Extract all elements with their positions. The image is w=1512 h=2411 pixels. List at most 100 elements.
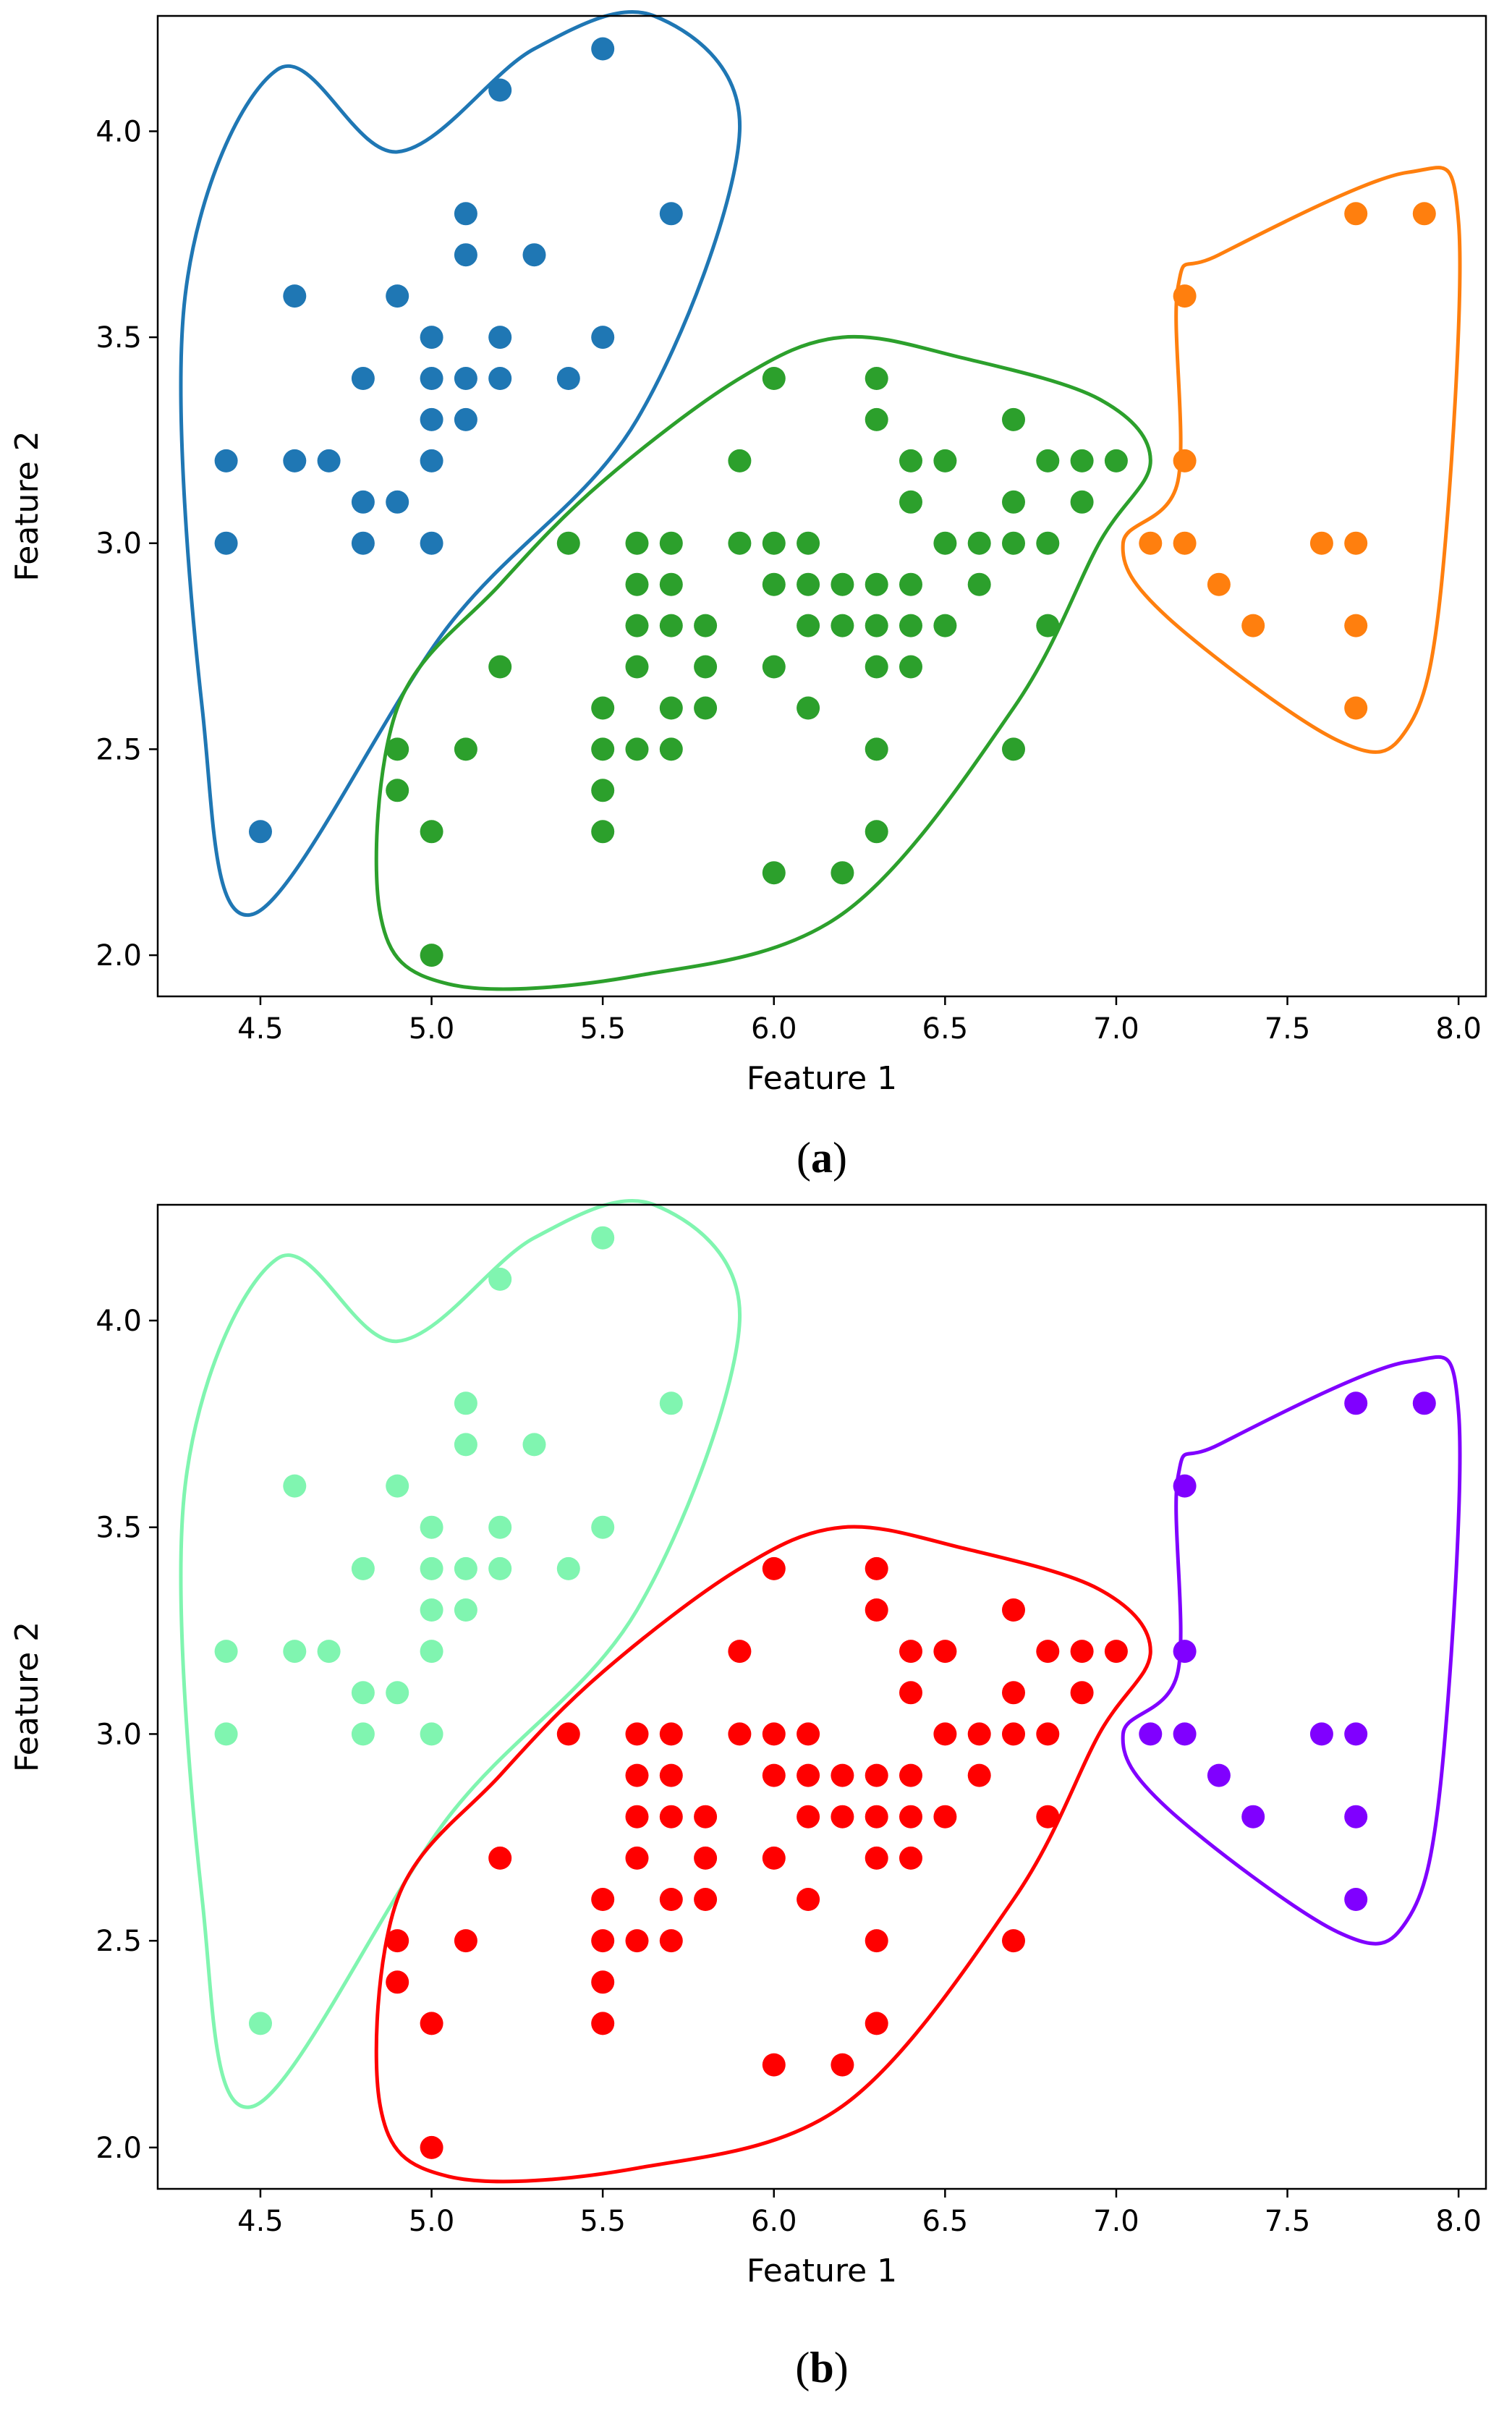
panel-a-cluster-3-point bbox=[1207, 572, 1231, 596]
panel-b-x-axis-title: Feature 1 bbox=[747, 2253, 897, 2289]
panel-a-cluster-1-point bbox=[214, 449, 238, 473]
panel-a-cluster-2-point bbox=[1036, 449, 1060, 473]
panel-b-cluster-2-point bbox=[933, 1722, 957, 1746]
panel-a-caption-close: ) bbox=[833, 1134, 847, 1182]
panel-b-cluster-2-point bbox=[1036, 1805, 1060, 1829]
panel-b-cluster-2-point bbox=[659, 1805, 683, 1829]
panel-b-cluster-2-point bbox=[762, 2053, 786, 2077]
panel-a-y-tick-label: 2.5 bbox=[95, 733, 142, 766]
panel-b-cluster-1-point bbox=[386, 1681, 409, 1705]
panel-b-cluster-1-point bbox=[420, 1722, 443, 1746]
panel-a-cluster-3-point bbox=[1173, 531, 1197, 555]
panel-b-cluster-2-point bbox=[865, 2012, 888, 2035]
panel-a-cluster-2-point bbox=[694, 655, 718, 679]
panel-a-cluster-2 bbox=[374, 334, 1152, 991]
panel-b-cluster-2-point bbox=[865, 1805, 888, 1829]
panel-b-cluster-3-point bbox=[1344, 1888, 1368, 1911]
panel-b-cluster-1-point bbox=[591, 1226, 615, 1250]
panel-a-cluster-2-point bbox=[865, 614, 888, 637]
panel-b-cluster-2-point bbox=[625, 1722, 649, 1746]
panel-b-cluster-2-point bbox=[831, 2053, 854, 2077]
panel-a-y-tick-label: 3.5 bbox=[95, 321, 142, 355]
panel-a-cluster-2-point bbox=[762, 655, 786, 679]
panel-a-cluster-2-point bbox=[1002, 737, 1025, 761]
panel-b-cluster-2-point bbox=[1002, 1681, 1025, 1705]
panel-a-cluster-2-point bbox=[899, 614, 922, 637]
panel-b-cluster-3-point bbox=[1241, 1805, 1265, 1829]
panel-a-cluster-2-point bbox=[625, 531, 649, 555]
panel-a-cluster-2-point bbox=[933, 449, 957, 473]
panel-a-cluster-2-point bbox=[659, 614, 683, 637]
panel-b-cluster-2-point bbox=[1036, 1640, 1060, 1664]
panel-a-cluster-1-point bbox=[420, 326, 443, 349]
panel-a-cluster-1-point bbox=[488, 367, 512, 390]
panel-b-cluster-2-point bbox=[625, 1929, 649, 1953]
panel-b-cluster-2-point bbox=[899, 1805, 922, 1829]
panel-a-cluster-3-point bbox=[1344, 696, 1368, 720]
panel-a-cluster-2-point bbox=[899, 449, 922, 473]
panel-a-cluster-1-point bbox=[454, 243, 477, 267]
panel-b-cluster-3-point bbox=[1344, 1391, 1368, 1415]
panel-a-x-tick-label: 7.0 bbox=[1093, 1012, 1139, 1046]
panel-a-cluster-2-point bbox=[865, 367, 888, 390]
panel-a-cluster-1-point bbox=[488, 326, 512, 349]
panel-a-cluster-1-point bbox=[454, 202, 477, 226]
panel-b-cluster-1-point bbox=[214, 1722, 238, 1746]
panel-b-cluster-1-point bbox=[488, 1556, 512, 1580]
panel-a-cluster-1-point bbox=[591, 326, 615, 349]
panel-a-cluster-1-point bbox=[488, 78, 512, 102]
panel-b-caption-open: ( bbox=[795, 2344, 810, 2391]
panel-b-cluster-2-point bbox=[728, 1640, 752, 1664]
panel-b-y-tick-label: 2.0 bbox=[95, 2132, 142, 2165]
panel-a-cluster-2-point bbox=[625, 737, 649, 761]
panel-b-cluster-3-point bbox=[1344, 1805, 1368, 1829]
panel-b-cluster-2-point bbox=[488, 1846, 512, 1870]
panel-b-cluster-2-point bbox=[865, 1598, 888, 1622]
panel-a-cluster-1-outline bbox=[179, 9, 742, 918]
panel-b-cluster-2-point bbox=[797, 1805, 820, 1829]
panel-b-cluster-2-point bbox=[694, 1846, 718, 1870]
panel-a-cluster-2-point bbox=[420, 944, 443, 967]
panel-b-y-tick-label: 4.0 bbox=[95, 1305, 142, 1338]
panel-b-cluster-2-point bbox=[420, 2135, 443, 2159]
panel-a-cluster-2-point bbox=[1002, 490, 1025, 514]
panel-a-cluster-2-point bbox=[591, 779, 615, 802]
panel-a-cluster-2-point bbox=[1036, 531, 1060, 555]
panel-a-cluster-1-point bbox=[351, 490, 375, 514]
panel-b-cluster-2-point bbox=[694, 1888, 718, 1911]
panel-a-cluster-2-point bbox=[556, 531, 580, 555]
panel-b-cluster-2-point bbox=[420, 2012, 443, 2035]
panel-b-cluster-2-point bbox=[659, 1929, 683, 1953]
panel-a-cluster-2-point bbox=[420, 820, 443, 844]
panel-a-cluster-2-point bbox=[967, 531, 991, 555]
panel-b-cluster-2-point bbox=[899, 1763, 922, 1787]
panel-b-cluster-2-point bbox=[933, 1640, 957, 1664]
panel-b-cluster-1-point bbox=[454, 1391, 477, 1415]
panel-b-cluster-2-point bbox=[865, 1763, 888, 1787]
panel-b-caption-letter: b bbox=[810, 2344, 833, 2391]
panel-a-cluster-2-point bbox=[386, 779, 409, 802]
panel-a-cluster-2-point bbox=[1104, 449, 1128, 473]
panel-a-cluster-3-point bbox=[1139, 531, 1163, 555]
panel-a-cluster-3 bbox=[1121, 166, 1462, 754]
panel-b-y-tick-label: 3.5 bbox=[95, 1512, 142, 1545]
panel-a-cluster-3-point bbox=[1241, 614, 1265, 637]
panel-b-cluster-2-point bbox=[591, 2012, 615, 2035]
panel-b-cluster-2-point bbox=[762, 1556, 786, 1580]
panel-a-caption: (a) bbox=[797, 1134, 847, 1182]
panel-b-cluster-2-point bbox=[1002, 1598, 1025, 1622]
panel-b-x-tick-label: 8.0 bbox=[1435, 2205, 1482, 2238]
panel-b-cluster-2-point bbox=[899, 1640, 922, 1664]
panel-a-cluster-2-point bbox=[933, 531, 957, 555]
panel-a-cluster-2-point bbox=[728, 531, 752, 555]
panel-a-x-tick-label: 8.0 bbox=[1435, 1012, 1482, 1046]
panel-a-x-ticks: 4.5 5.0 5.5 6.0 6.5 7.0 7.5 8.0 bbox=[237, 996, 1482, 1046]
panel-a-cluster-3-point bbox=[1173, 449, 1197, 473]
panel-b-cluster-2-point bbox=[386, 1970, 409, 1994]
panel-a: 4.5 5.0 5.5 6.0 6.5 7.0 7.5 8.0 2.0 2.5 3.0 3.5 4.0… bbox=[9, 9, 1487, 1182]
panel-a-cluster-2-point bbox=[1002, 531, 1025, 555]
panel-b-x-tick-label: 6.0 bbox=[751, 2205, 797, 2238]
panel-a-cluster-2-point bbox=[1036, 614, 1060, 637]
panel-a-cluster-2-point bbox=[762, 572, 786, 596]
panel-a-cluster-1-point bbox=[351, 367, 375, 390]
